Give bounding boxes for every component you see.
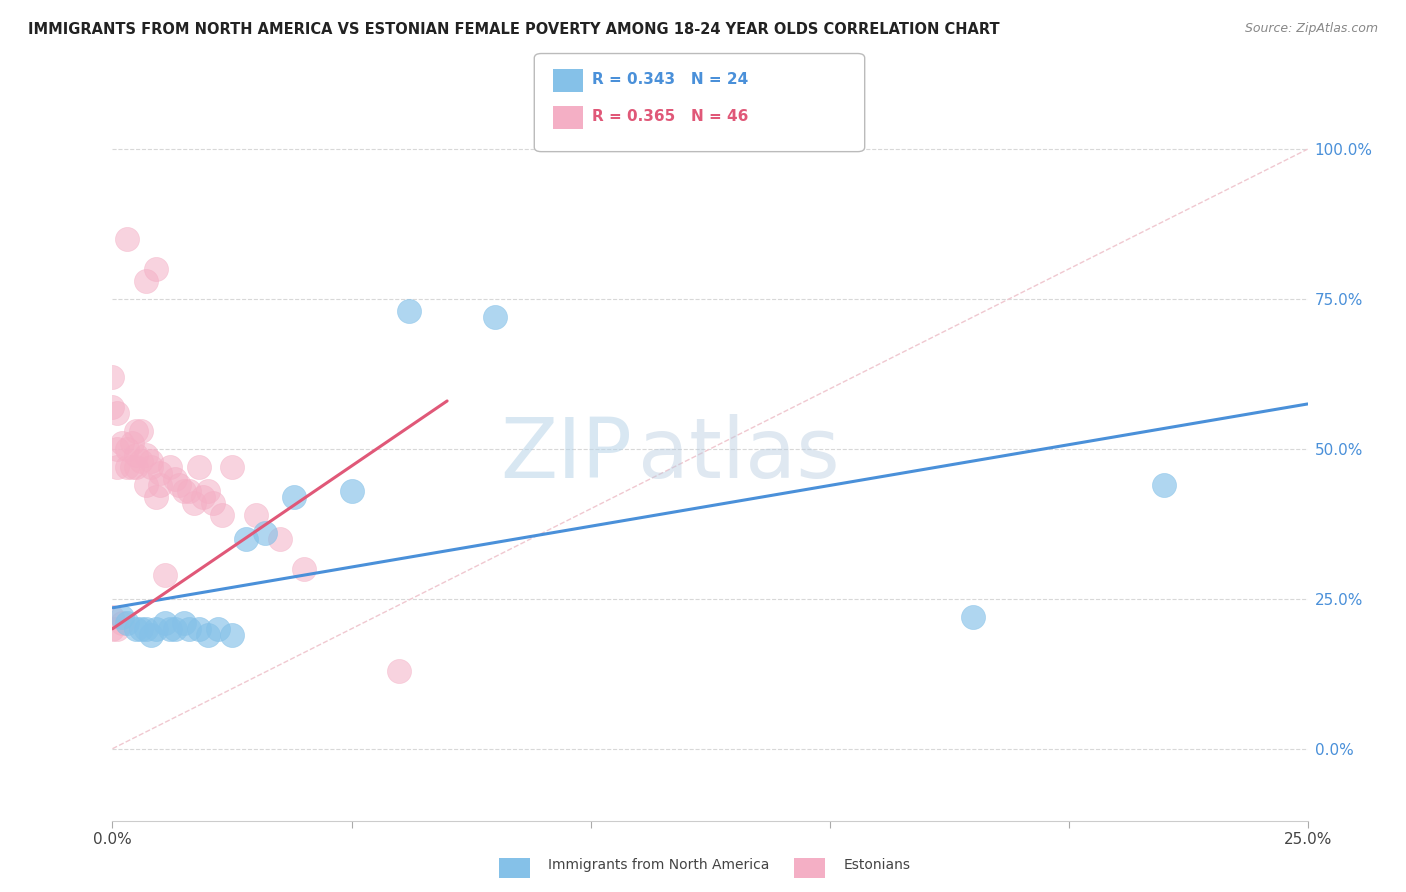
Point	[211, 508, 233, 522]
Point	[129, 622, 152, 636]
Point	[135, 622, 157, 636]
Point	[187, 622, 209, 636]
Point	[197, 628, 219, 642]
Text: Source: ZipAtlas.com: Source: ZipAtlas.com	[1244, 22, 1378, 36]
Point	[269, 532, 291, 546]
Point	[962, 609, 984, 624]
Text: atlas: atlas	[638, 415, 839, 495]
Point	[105, 406, 128, 420]
Point	[159, 459, 181, 474]
Point	[340, 483, 363, 498]
Point	[105, 622, 128, 636]
Text: R = 0.365   N = 46: R = 0.365 N = 46	[592, 110, 748, 124]
Point	[129, 424, 152, 438]
Point	[111, 436, 134, 450]
Point	[135, 478, 157, 492]
Point	[115, 232, 138, 246]
Point	[177, 622, 200, 636]
Point	[101, 370, 124, 384]
Point	[115, 615, 138, 630]
Text: Estonians: Estonians	[844, 858, 911, 872]
Point	[221, 628, 243, 642]
Text: Immigrants from North America: Immigrants from North America	[548, 858, 769, 872]
Point	[149, 466, 172, 480]
Point	[201, 496, 224, 510]
Point	[125, 459, 148, 474]
Point	[125, 448, 148, 462]
Point	[235, 532, 257, 546]
Point	[163, 472, 186, 486]
Point	[292, 562, 315, 576]
Text: ZIP: ZIP	[501, 415, 633, 495]
Point	[105, 442, 128, 456]
Point	[163, 622, 186, 636]
Point	[101, 400, 124, 414]
Point	[111, 615, 134, 630]
Point	[183, 496, 205, 510]
Point	[173, 483, 195, 498]
Point	[145, 490, 167, 504]
Point	[187, 459, 209, 474]
Point	[245, 508, 267, 522]
Point	[254, 525, 277, 540]
Point	[115, 459, 138, 474]
Point	[101, 622, 124, 636]
Point	[105, 459, 128, 474]
Point	[121, 436, 143, 450]
Point	[221, 459, 243, 474]
Point	[125, 424, 148, 438]
Point	[1153, 478, 1175, 492]
Point	[125, 622, 148, 636]
Text: IMMIGRANTS FROM NORTH AMERICA VS ESTONIAN FEMALE POVERTY AMONG 18-24 YEAR OLDS C: IMMIGRANTS FROM NORTH AMERICA VS ESTONIA…	[28, 22, 1000, 37]
Text: R = 0.343   N = 24: R = 0.343 N = 24	[592, 72, 748, 87]
Point	[101, 609, 124, 624]
Point	[115, 442, 138, 456]
Point	[283, 490, 305, 504]
Point	[139, 628, 162, 642]
Point	[145, 262, 167, 277]
Point	[169, 478, 191, 492]
Point	[139, 454, 162, 468]
Point	[153, 615, 176, 630]
Point	[177, 483, 200, 498]
Point	[159, 622, 181, 636]
Point	[193, 490, 215, 504]
Point	[197, 483, 219, 498]
Point	[145, 622, 167, 636]
Point	[149, 478, 172, 492]
Point	[121, 459, 143, 474]
Point	[398, 304, 420, 318]
Point	[135, 448, 157, 462]
Point	[139, 459, 162, 474]
Point	[207, 622, 229, 636]
Point	[135, 274, 157, 288]
Point	[173, 615, 195, 630]
Point	[111, 609, 134, 624]
Point	[129, 454, 152, 468]
Point	[153, 567, 176, 582]
Point	[484, 310, 506, 324]
Point	[388, 664, 411, 678]
